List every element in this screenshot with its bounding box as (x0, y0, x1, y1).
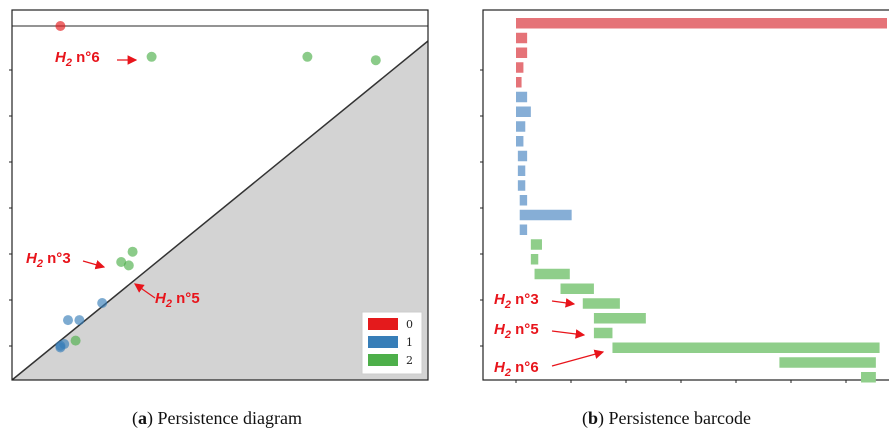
annotation-arrow-n3 (551, 298, 576, 308)
point-dim-2 (127, 246, 138, 257)
annotation-arrow-n5 (551, 329, 586, 339)
caption-a-letter: a (138, 408, 147, 428)
bar-dim-1 (516, 136, 524, 147)
point-dim-2 (123, 260, 134, 271)
bar-dim-1 (516, 121, 526, 132)
bar-dim-0 (516, 32, 528, 44)
point-dim-0 (55, 21, 66, 31)
bar-dim-1 (517, 180, 526, 191)
plot-frame (11, 9, 429, 381)
point-dim-1 (74, 315, 85, 326)
persistence-barcode-panel: H2 n°3 H2 n°5 H2 n°6 (480, 9, 889, 383)
bar-dim-2 (612, 342, 880, 353)
annotation-h2-n3: H2 n°3 (26, 250, 71, 270)
bar-dim-1 (519, 195, 528, 206)
annotation-h2-n5: H2 n°5 (155, 290, 200, 310)
annotation-arrow-n5 (134, 283, 156, 299)
bar-dim-0 (516, 62, 524, 73)
bar-dim-2 (593, 327, 613, 339)
annotation-h2-n5: H2 n°5 (494, 321, 539, 341)
point-dim-1 (63, 315, 73, 326)
bar-dim-2 (560, 283, 594, 294)
legend-swatch-0 (368, 318, 398, 330)
bar-dim-2 (530, 239, 542, 250)
bar-dim-0 (516, 47, 528, 58)
point-dim-2 (70, 335, 81, 346)
caption-b: (b) Persistence barcode (582, 408, 751, 428)
legend-label-1: 1 (406, 336, 413, 349)
point-dim-2 (146, 51, 157, 62)
bar-dim-1 (519, 209, 572, 221)
bar-dim-2 (534, 268, 570, 280)
annotation-arrow-n3 (82, 260, 106, 270)
bar-dim-0 (516, 18, 887, 29)
bar-dim-2 (530, 254, 539, 265)
bar-dim-1 (517, 150, 528, 162)
bar-dim-2 (779, 357, 876, 368)
legend: 0 1 2 (361, 311, 423, 375)
bar-dim-2 (593, 313, 646, 324)
bar-dim-1 (516, 91, 528, 103)
bar-dim-1 (516, 106, 531, 117)
bar-dim-2 (582, 298, 620, 309)
caption-a: (a) Persistence diagram (132, 408, 302, 428)
point-dim-2 (302, 51, 313, 62)
point-dim-1 (97, 298, 108, 309)
bar-dim-0 (516, 77, 522, 88)
barcode-frame (482, 9, 889, 381)
annotation-h2-n6: H2 n°6 (494, 359, 539, 379)
legend-swatch-1 (368, 336, 398, 348)
caption-b-letter: b (588, 408, 599, 428)
bar-dim-2 (861, 372, 876, 383)
legend-label-0: 0 (406, 318, 413, 331)
annotation-h2-n3: H2 n°3 (494, 291, 539, 311)
point-dim-2 (116, 256, 127, 267)
caption-b-text: Persistence barcode (604, 408, 751, 428)
annotation-h2-n6: H2 n°6 (55, 49, 100, 69)
bar-dim-1 (519, 224, 528, 235)
legend-swatch-2 (368, 354, 398, 366)
annotation-arrow-n6 (551, 349, 605, 367)
legend-label-2: 2 (406, 354, 413, 367)
caption-a-text: Persistence diagram (153, 408, 302, 428)
bar-dim-1 (517, 165, 526, 176)
point-dim-2 (370, 55, 381, 66)
persistence-diagram-panel: H2 n°6 H2 n°3 H2 n°5 0 1 2 (9, 9, 429, 381)
point-dim-1 (59, 339, 70, 350)
